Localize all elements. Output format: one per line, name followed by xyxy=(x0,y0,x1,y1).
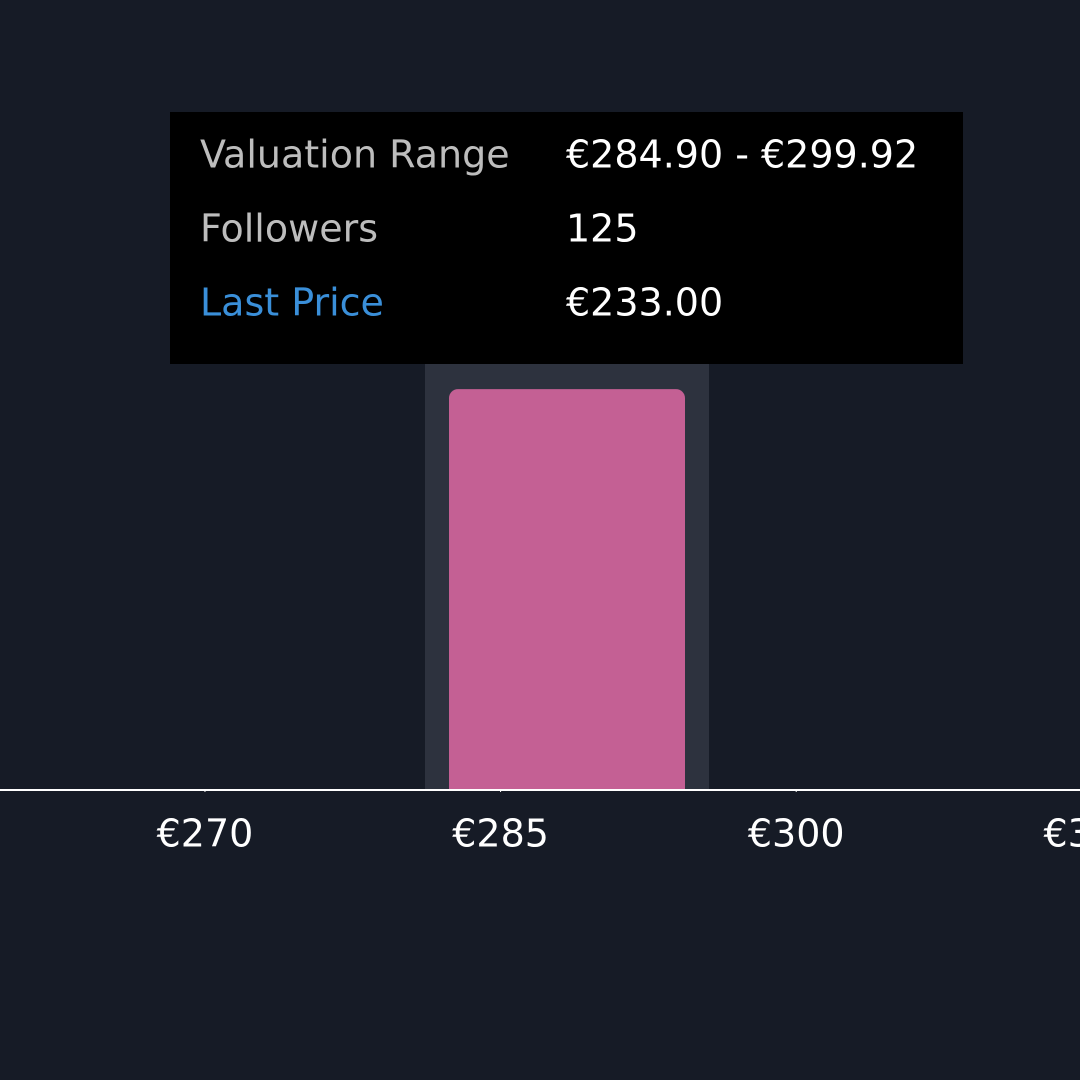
tooltip-value: €233.00 xyxy=(566,281,723,325)
x-tick-label: €270 xyxy=(157,812,254,856)
x-tick-label: €285 xyxy=(452,812,549,856)
x-tick-label: €300 xyxy=(748,812,845,856)
x-tick-label: €315 xyxy=(1043,812,1080,856)
tooltip-label: Last Price xyxy=(200,281,384,325)
tooltip-value: €284.90 - €299.92 xyxy=(566,133,918,177)
tooltip-label: Followers xyxy=(200,207,378,251)
tooltip-value: 125 xyxy=(566,207,639,251)
tooltip-label: Valuation Range xyxy=(200,133,510,177)
tooltip xyxy=(170,112,963,364)
bar[interactable] xyxy=(449,389,685,790)
bar-base xyxy=(449,780,685,790)
